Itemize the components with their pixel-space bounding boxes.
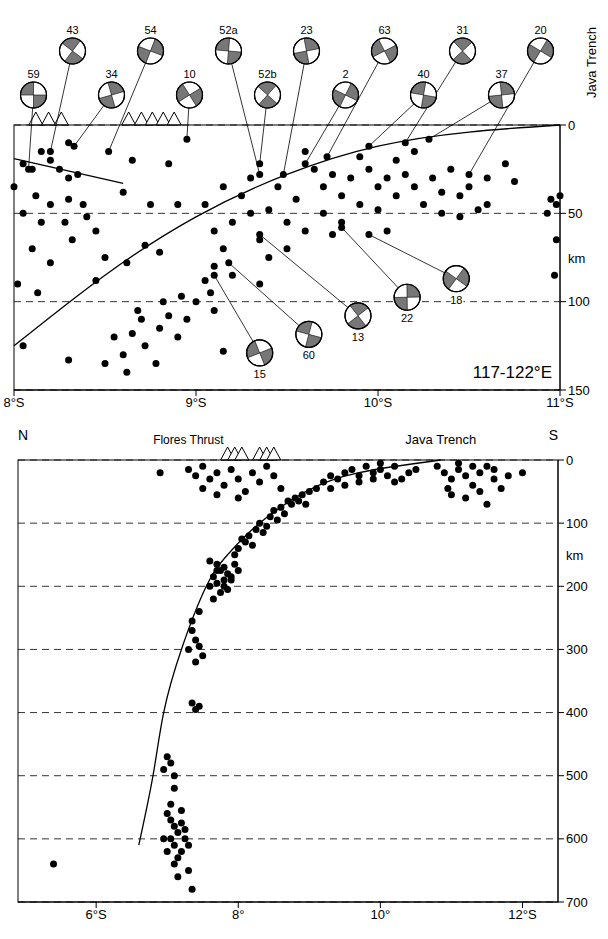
svg-text:20: 20 bbox=[534, 24, 546, 36]
svg-text:N: N bbox=[18, 427, 28, 443]
svg-text:52a: 52a bbox=[219, 24, 238, 36]
svg-text:34: 34 bbox=[105, 68, 117, 80]
svg-text:40: 40 bbox=[417, 68, 429, 80]
svg-text:0: 0 bbox=[568, 118, 575, 133]
svg-text:km: km bbox=[568, 251, 585, 266]
svg-text:km: km bbox=[566, 548, 583, 563]
svg-text:Java Trench: Java Trench bbox=[405, 432, 476, 447]
svg-text:150: 150 bbox=[568, 383, 590, 398]
svg-text:50: 50 bbox=[568, 206, 582, 221]
svg-text:15: 15 bbox=[254, 368, 266, 380]
svg-text:23: 23 bbox=[300, 24, 312, 36]
svg-text:500: 500 bbox=[566, 768, 588, 783]
svg-text:Java Trench: Java Trench bbox=[584, 27, 599, 98]
svg-text:59: 59 bbox=[27, 68, 39, 80]
svg-text:43: 43 bbox=[66, 24, 78, 36]
svg-text:31: 31 bbox=[456, 24, 468, 36]
svg-text:8°S: 8°S bbox=[3, 395, 24, 410]
svg-text:400: 400 bbox=[566, 705, 588, 720]
svg-text:11°S: 11°S bbox=[546, 395, 574, 411]
svg-text:100: 100 bbox=[568, 294, 590, 309]
svg-text:300: 300 bbox=[566, 642, 588, 657]
svg-text:6°S: 6°S bbox=[86, 907, 107, 922]
svg-text:12°S: 12°S bbox=[508, 907, 537, 922]
svg-text:8°: 8° bbox=[232, 907, 244, 922]
svg-text:117-122°E: 117-122°E bbox=[473, 363, 552, 382]
svg-text:9°S: 9°S bbox=[185, 395, 206, 410]
svg-text:13: 13 bbox=[352, 331, 364, 343]
svg-text:10: 10 bbox=[183, 68, 195, 80]
svg-text:54: 54 bbox=[144, 24, 156, 36]
svg-text:Flores Thrust: Flores Thrust bbox=[153, 433, 224, 447]
svg-text:200: 200 bbox=[566, 579, 588, 594]
svg-text:60: 60 bbox=[303, 349, 315, 361]
svg-text:63: 63 bbox=[378, 24, 390, 36]
svg-text:18: 18 bbox=[450, 294, 462, 306]
svg-text:22: 22 bbox=[401, 312, 413, 324]
svg-text:S: S bbox=[549, 427, 558, 443]
svg-text:600: 600 bbox=[566, 831, 588, 846]
svg-text:37: 37 bbox=[495, 68, 507, 80]
svg-text:10°S: 10°S bbox=[364, 395, 393, 410]
svg-text:10°: 10° bbox=[371, 907, 391, 922]
svg-text:100: 100 bbox=[566, 516, 588, 531]
svg-text:52b: 52b bbox=[258, 68, 276, 80]
svg-text:2: 2 bbox=[342, 68, 348, 80]
svg-text:700: 700 bbox=[566, 895, 588, 910]
svg-text:0: 0 bbox=[566, 453, 573, 468]
